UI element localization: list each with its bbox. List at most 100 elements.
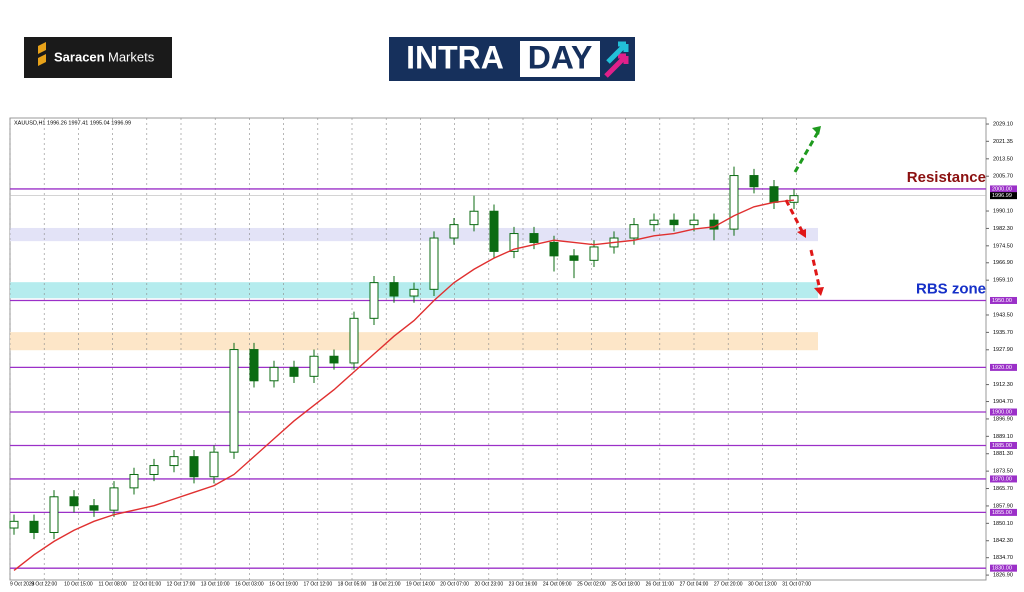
x-tick-label: 20 Oct 23:00	[474, 581, 503, 587]
banner-arrow	[604, 53, 629, 78]
candle-body	[509, 233, 519, 252]
candle-body	[409, 288, 419, 297]
candle-body	[749, 175, 759, 188]
x-tick-label: 23 Oct 16:00	[509, 581, 538, 587]
y-tick-label: 1834.70	[993, 555, 1013, 561]
y-tick-label: 1966.90	[993, 260, 1013, 266]
x-tick-label: 26 Oct 11:00	[646, 581, 674, 587]
level-label: 1855.00	[992, 510, 1012, 516]
candle-body	[669, 219, 679, 226]
x-tick-label: 27 Oct 04:00	[680, 581, 709, 587]
annotation: RBS zone	[916, 280, 986, 297]
candle-body	[769, 186, 779, 203]
candle-body	[209, 451, 219, 478]
candle-body	[229, 349, 239, 453]
candle-body	[429, 237, 439, 290]
x-tick-label: 16 Oct 03:00	[235, 581, 264, 587]
candle-body	[109, 487, 119, 511]
y-tick-label: 1935.70	[993, 330, 1013, 336]
x-tick-label: 18 Oct 05:00	[338, 581, 367, 587]
banner-left: INTRA	[406, 39, 504, 75]
candle-body	[589, 246, 599, 261]
x-tick-label: 12 Oct 01:00	[132, 581, 161, 587]
candle-body	[249, 349, 259, 382]
level-label: 1920.00	[992, 365, 1012, 371]
level-tag	[990, 363, 1017, 371]
price-tag	[990, 192, 1017, 200]
y-tick-label: 1990.10	[993, 208, 1013, 214]
level-tag	[990, 185, 1017, 193]
candle-body	[289, 366, 299, 377]
level-tag	[990, 475, 1017, 483]
brand-bold: Saracen	[54, 49, 105, 64]
y-tick-label: 1959.10	[993, 278, 1013, 284]
candle-body	[729, 175, 739, 230]
y-tick-label: 1943.50	[993, 312, 1013, 318]
x-tick-label: 12 Oct 17:00	[167, 581, 196, 587]
candle-body	[329, 355, 339, 364]
y-tick-label: 1842.30	[993, 538, 1013, 544]
brand-icon	[38, 42, 46, 66]
x-tick-label: 25 Oct 02:00	[577, 581, 606, 587]
arrow-up	[793, 131, 820, 173]
y-tick-label: 1904.70	[993, 399, 1013, 405]
candle-body	[29, 520, 39, 533]
candle-body	[69, 496, 79, 507]
x-tick-label: 13 Oct 10:00	[201, 581, 230, 587]
moving-average	[13, 199, 795, 571]
y-tick-label: 1974.50	[993, 243, 1013, 249]
zone	[10, 227, 818, 242]
arrowhead	[797, 229, 806, 238]
candle-body	[89, 505, 99, 511]
level-label: 1830.00	[992, 566, 1012, 572]
x-tick-label: 18 Oct 21:00	[372, 581, 401, 587]
level-label: 1900.00	[992, 409, 1012, 415]
candle-body	[649, 219, 659, 226]
x-tick-label: 24 Oct 09:00	[543, 581, 572, 587]
level-label: 1870.00	[992, 476, 1012, 482]
x-tick-label: 9 Oct 22:00	[31, 581, 57, 587]
y-tick-label: 1850.10	[993, 521, 1013, 527]
candle-body	[569, 255, 579, 261]
candle-body	[449, 224, 459, 239]
x-tick-label: 31 Oct 07:00	[782, 581, 811, 587]
y-tick-label: 1873.50	[993, 469, 1013, 475]
banner-right: DAY	[528, 39, 593, 75]
y-tick-label: 2021.35	[993, 139, 1013, 145]
x-tick-label: 9 Oct 2023	[10, 581, 35, 587]
level-tag	[990, 408, 1017, 416]
forecast-arrows	[784, 126, 824, 296]
x-tick-label: 20 Oct 07:00	[440, 581, 469, 587]
level-label: 1950.00	[992, 298, 1012, 304]
brand-light: Markets	[108, 49, 155, 64]
x-tick-label: 11 Oct 08:00	[98, 581, 126, 587]
candle-body	[629, 224, 639, 239]
x-tick-label: 30 Oct 13:00	[748, 581, 777, 587]
x-tick-label: 19 Oct 14:00	[406, 581, 435, 587]
candle-body	[369, 282, 379, 319]
candle-body	[49, 496, 59, 533]
y-tick-label: 1826.90	[993, 573, 1013, 579]
candle-body	[689, 219, 699, 226]
candle-body	[489, 210, 499, 252]
y-tick-label: 2005.70	[993, 174, 1013, 180]
symbol-info: XAUUSD,H1 1996.26 1997.41 1995.04 1996.9…	[14, 120, 131, 126]
candle-body	[189, 456, 199, 478]
banner-box	[520, 41, 600, 77]
candle-body	[469, 210, 479, 226]
candle-body	[9, 520, 19, 529]
level-label: 2000.00	[992, 186, 1012, 192]
level-tag	[990, 564, 1017, 572]
y-tick-label: 1889.10	[993, 434, 1013, 440]
candle-body	[309, 355, 319, 377]
price-label: 1996.99	[992, 193, 1012, 199]
arrow-down	[784, 199, 805, 234]
x-tick-label: 27 Oct 20:00	[714, 581, 743, 587]
brand-logo	[24, 37, 172, 78]
level-tag	[990, 296, 1017, 304]
candle-body	[269, 366, 279, 382]
level-tag	[990, 508, 1017, 516]
candle-body	[129, 473, 139, 489]
candle-body	[789, 195, 799, 203]
